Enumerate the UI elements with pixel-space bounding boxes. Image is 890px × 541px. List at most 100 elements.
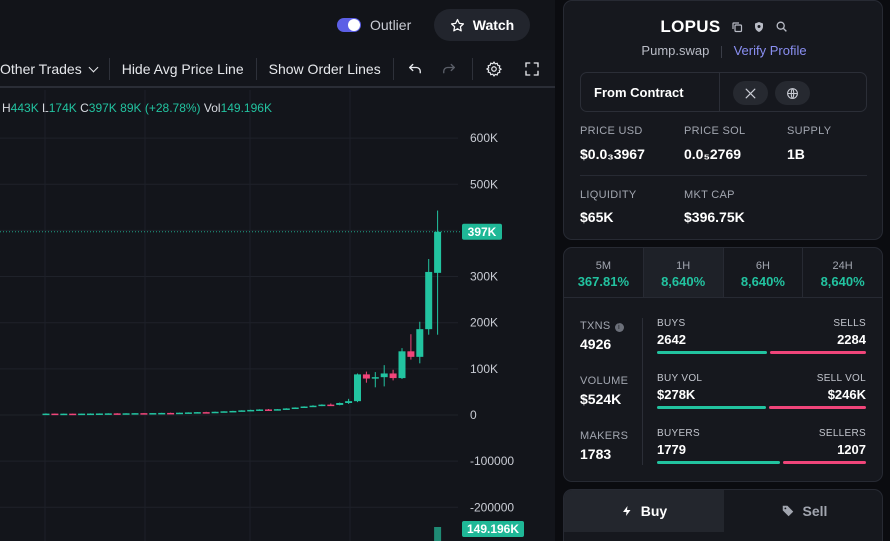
change-value: 89K (+28.78%) (120, 101, 201, 115)
buys-value: 2642 (657, 332, 686, 347)
website-button[interactable] (775, 81, 810, 105)
watch-button[interactable]: Watch (434, 9, 530, 41)
candle-body (247, 409, 255, 412)
watch-label: Watch (472, 17, 515, 33)
price-marker-badge (462, 223, 502, 240)
price-marker-label: 397K (468, 225, 497, 239)
candle-body (87, 413, 94, 416)
hide-avg-price-button[interactable]: Hide Avg Price Line (110, 52, 256, 86)
trade-panel: Buy Sell (563, 489, 883, 541)
candle-body (149, 413, 157, 415)
settings-button[interactable] (481, 56, 507, 82)
redo-icon (442, 63, 455, 74)
candle-body (229, 410, 237, 413)
gear-icon (485, 61, 502, 77)
candle-body (131, 413, 139, 415)
candle-body (354, 374, 361, 402)
makers-label: MAKERS (580, 430, 629, 442)
y-tick-label: -100000 (470, 454, 514, 468)
globe-icon (787, 87, 798, 99)
dex-name: Pump.swap (641, 43, 710, 58)
candle-body (291, 407, 299, 410)
y-tick-label: 200K (470, 316, 498, 330)
verify-profile-link[interactable]: Verify Profile (733, 43, 807, 58)
show-order-lines-button[interactable]: Show Order Lines (257, 52, 393, 86)
sell-label: Sell (802, 503, 828, 519)
candle-body (416, 329, 424, 357)
sells-label: SELLS (833, 318, 866, 329)
x-social-button[interactable] (733, 81, 768, 105)
tab-change-value: 367.81% (577, 274, 630, 289)
buy-vol-bar (657, 406, 766, 409)
buyers-value: 1779 (657, 442, 686, 457)
candle-body (371, 377, 379, 379)
liquidity-label: LIQUIDITY (580, 189, 637, 201)
txns-label: TXNS i (580, 320, 624, 332)
candle-body (318, 404, 326, 407)
candle-body (273, 409, 281, 411)
sells-value: 2284 (837, 332, 866, 347)
candle-body (193, 412, 201, 414)
copy-icon[interactable] (731, 18, 743, 38)
candle-body (345, 401, 353, 404)
chart-header: Outlier Watch (0, 0, 555, 50)
buyers-bar (657, 461, 780, 464)
timeframe-tabs: 5M 367.81% 1H 8,640% 6H 8,640% 24H 8,640… (564, 248, 882, 298)
candle-body (78, 413, 86, 416)
undo-icon (408, 63, 421, 74)
divider (255, 58, 257, 80)
divider (392, 58, 394, 80)
contract-source-box: From Contract (580, 72, 867, 112)
sell-tab[interactable]: Sell (724, 490, 882, 532)
tab-24h[interactable]: 24H 8,640% (803, 248, 882, 297)
candle-body (327, 404, 335, 407)
candle-body (95, 413, 103, 415)
candle-body (113, 413, 121, 415)
volume-bar (434, 527, 442, 541)
candle-body (362, 374, 370, 379)
y-tick-label: 500K (470, 177, 498, 191)
volume-value: $524K (580, 391, 622, 407)
tab-6h[interactable]: 6H 8,640% (724, 248, 804, 297)
sells-bar (770, 351, 866, 354)
token-name: LOPUS (660, 17, 721, 36)
sellers-label: SELLERS (818, 428, 866, 439)
other-trades-dropdown[interactable]: Other Trades (0, 52, 109, 86)
tab-change-value: 8,640% (740, 274, 785, 289)
close-key: C (80, 101, 89, 115)
tab-5m[interactable]: 5M 367.81% (564, 248, 644, 297)
fullscreen-button[interactable] (519, 56, 545, 82)
chart-toolbar: Other Trades Hide Avg Price Line Show Or… (0, 52, 555, 88)
info-icon[interactable]: i (614, 323, 624, 332)
candle-body (167, 412, 175, 415)
liquidity-value: $65K (580, 209, 614, 225)
token-subtitle: Pump.swap Verify Profile (564, 43, 884, 58)
show-order-lines-label: Show Order Lines (268, 61, 381, 77)
buyers-label: BUYERS (657, 428, 700, 439)
hide-avg-price-label: Hide Avg Price Line (121, 61, 244, 77)
candle-body (140, 413, 148, 415)
toggle-switch[interactable] (337, 18, 361, 32)
lightning-icon (622, 506, 631, 516)
volume-marker-label: 149.196K (467, 522, 519, 536)
low-value: 174K (48, 101, 77, 115)
undo-button[interactable] (402, 56, 428, 82)
candle-body (282, 408, 290, 410)
tab-change-value: 8,640% (820, 274, 865, 289)
tab-label: 6H (755, 260, 770, 272)
close-value: 397K (88, 101, 117, 115)
buy-tab[interactable]: Buy (564, 490, 724, 532)
price-sol-value: 0.0₅2769 (684, 146, 742, 162)
outlier-toggle[interactable]: Outlier (337, 14, 411, 36)
candle-body (220, 411, 228, 413)
market-cap-value: $396.75K (684, 209, 745, 225)
candlestick-chart[interactable]: 600K500K400K300K200K100K0-100000-2000003… (0, 90, 555, 541)
candle-body (238, 410, 246, 412)
divider (580, 175, 867, 176)
search-icon[interactable] (775, 18, 788, 38)
shield-icon[interactable] (753, 18, 765, 38)
buys-bar (657, 351, 767, 354)
volume-value: 149.196K (220, 101, 272, 115)
tab-1h[interactable]: 1H 8,640% (643, 248, 724, 297)
redo-button[interactable] (436, 56, 462, 82)
